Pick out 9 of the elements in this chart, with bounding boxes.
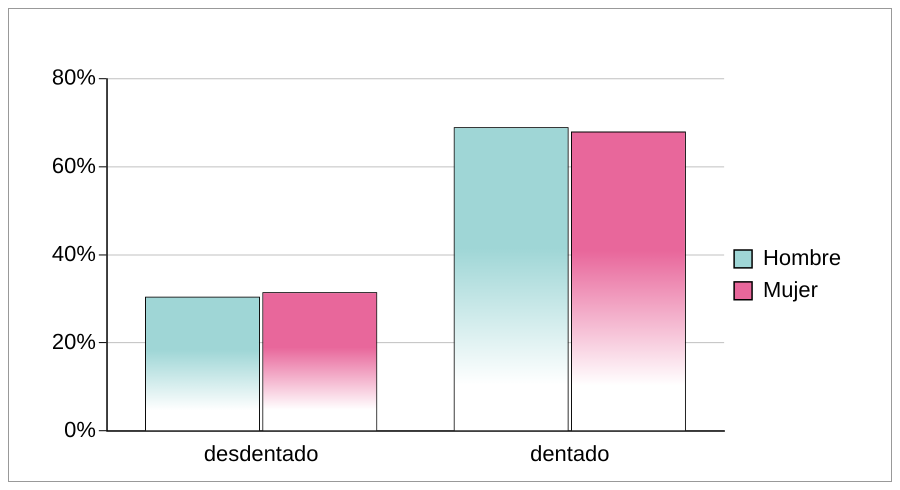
legend-label: Hombre: [763, 244, 842, 270]
y-tick-label: 0%: [64, 416, 96, 442]
y-tick-label: 60%: [52, 152, 96, 178]
x-tick-label: desdentado: [204, 440, 318, 466]
y-tick-label: 20%: [52, 328, 96, 354]
y-tick-label: 40%: [52, 240, 96, 266]
x-tick-label: dentado: [530, 440, 610, 466]
y-tick-label: 80%: [52, 64, 96, 90]
legend-label: Mujer: [763, 276, 818, 302]
